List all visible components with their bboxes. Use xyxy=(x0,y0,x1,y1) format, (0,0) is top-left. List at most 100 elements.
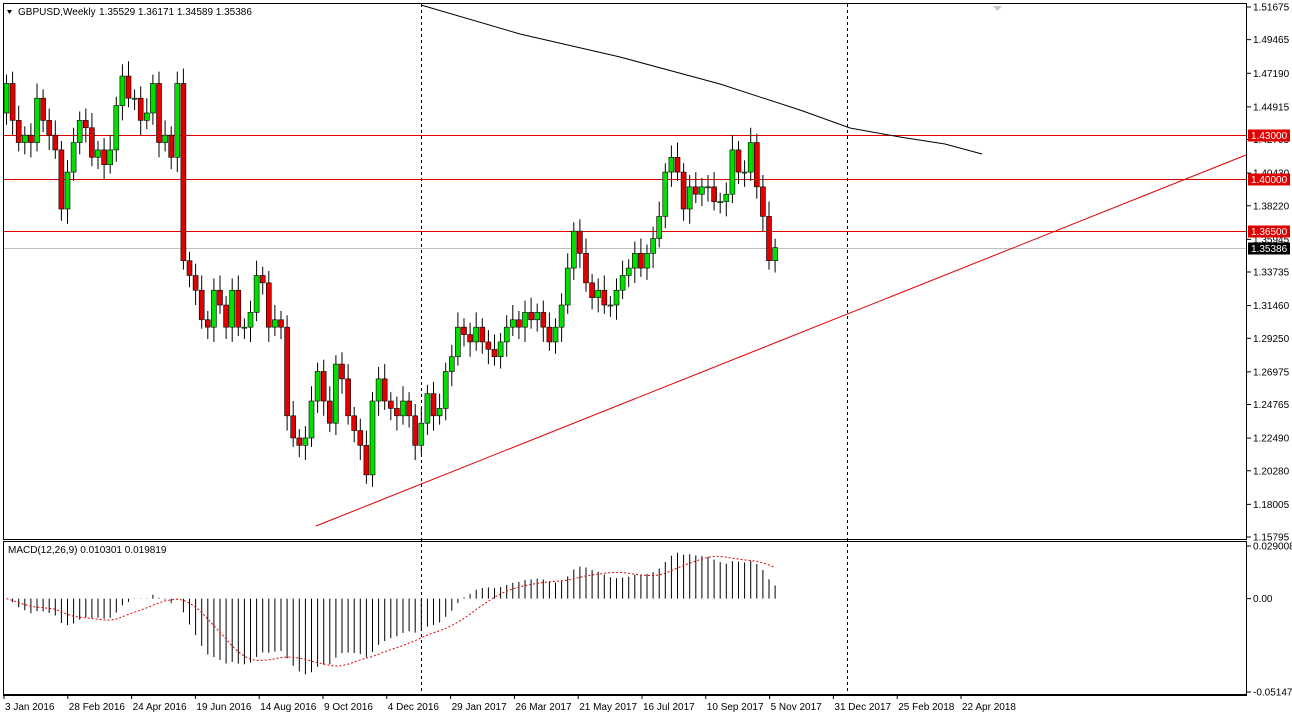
candle-body xyxy=(345,378,351,417)
candle xyxy=(205,310,211,339)
candle-body xyxy=(619,275,626,291)
scroll-marker-icon[interactable] xyxy=(993,6,1002,11)
time-tick-label: 4 Dec 2016 xyxy=(388,702,440,713)
candle xyxy=(259,266,266,295)
candle-body xyxy=(52,134,59,151)
candle-body xyxy=(522,312,528,328)
candle-body xyxy=(406,400,412,417)
candle-body xyxy=(546,326,553,343)
candle-body xyxy=(747,142,754,173)
price-tick-label: 1.22490 xyxy=(1253,434,1290,445)
candle xyxy=(15,105,22,152)
symbol-label: GBPUSD,Weekly xyxy=(18,7,96,18)
candle xyxy=(509,305,516,337)
macd-label: MACD(12,26,9) 0.010301 0.019819 xyxy=(8,545,167,556)
candle xyxy=(699,177,705,207)
candle xyxy=(9,71,16,136)
candle xyxy=(247,300,254,342)
candle xyxy=(503,315,510,357)
candle xyxy=(650,226,656,269)
candle-body xyxy=(607,304,614,307)
current-price-label: 1.35386 xyxy=(1251,244,1288,255)
candle-body xyxy=(168,134,174,158)
candle xyxy=(577,219,583,269)
chart-menu-icon[interactable] xyxy=(7,10,12,14)
candle xyxy=(455,312,461,366)
candle xyxy=(113,96,120,162)
candle-body xyxy=(284,326,290,417)
candle-body xyxy=(89,127,95,158)
candle xyxy=(668,145,675,187)
candle xyxy=(747,127,754,181)
candle xyxy=(680,163,687,221)
candle xyxy=(58,141,65,221)
candle-body xyxy=(119,75,126,106)
candle-body xyxy=(40,97,46,121)
candle-body xyxy=(381,378,388,402)
time-tick-label: 24 Apr 2016 xyxy=(133,702,187,713)
candle xyxy=(369,392,376,487)
candle xyxy=(528,297,534,329)
candle-body xyxy=(442,371,449,409)
candle-body xyxy=(259,275,266,284)
candle xyxy=(418,408,425,455)
candle-body xyxy=(144,112,150,121)
candle xyxy=(436,393,443,425)
candle xyxy=(729,135,736,204)
candle xyxy=(174,71,181,173)
candle xyxy=(406,392,412,428)
candle-body xyxy=(326,400,333,424)
level-label: 1.36500 xyxy=(1251,227,1288,238)
candle-body xyxy=(272,319,278,328)
candle-body xyxy=(497,341,504,358)
candle-body xyxy=(357,430,364,446)
macd-axis: 0.029008 0.00 -0.051476 xyxy=(1247,542,1292,699)
main-panel-frame xyxy=(3,3,1247,540)
candle xyxy=(485,330,492,365)
candle xyxy=(52,120,59,159)
candle xyxy=(333,355,339,436)
candle-body xyxy=(516,319,522,328)
candle-body xyxy=(656,216,663,239)
candle xyxy=(766,201,772,270)
candle xyxy=(558,293,565,342)
candle-body xyxy=(70,142,77,173)
candle-body xyxy=(631,253,638,269)
candle-body xyxy=(570,230,577,269)
candle-body xyxy=(107,149,113,165)
candle-body xyxy=(95,149,101,158)
candle-body xyxy=(21,134,28,143)
time-tick-label: 14 Aug 2016 xyxy=(260,702,317,713)
candle xyxy=(595,278,602,313)
period-separators xyxy=(421,4,848,695)
price-tick-label: 1.26975 xyxy=(1253,367,1290,378)
candle xyxy=(101,138,107,180)
candle-body xyxy=(662,171,669,217)
candle-body xyxy=(375,378,382,402)
level-label-bg xyxy=(1248,225,1290,238)
candle-body xyxy=(601,289,608,306)
candle-body xyxy=(83,120,89,129)
candle xyxy=(686,175,693,224)
candle xyxy=(345,364,351,425)
candle-body xyxy=(509,319,516,328)
time-tick-label: 3 Jan 2016 xyxy=(5,702,55,713)
candle-body xyxy=(772,247,778,261)
candle xyxy=(137,86,144,136)
candle xyxy=(326,386,333,433)
candle xyxy=(34,83,40,152)
price-tick-label: 1.38220 xyxy=(1253,201,1290,212)
price-tick-label: 1.15795 xyxy=(1253,533,1290,544)
macd-signal-line xyxy=(6,555,776,667)
time-tick-label: 19 Jun 2016 xyxy=(196,702,251,713)
candle-body xyxy=(461,326,467,335)
candle xyxy=(150,74,156,125)
time-tick-label: 28 Feb 2016 xyxy=(69,702,126,713)
candle-body xyxy=(247,312,254,328)
candle-body xyxy=(711,186,717,202)
candle xyxy=(497,333,504,369)
candle xyxy=(619,260,626,300)
candle xyxy=(235,275,242,337)
candle-body xyxy=(131,97,138,100)
